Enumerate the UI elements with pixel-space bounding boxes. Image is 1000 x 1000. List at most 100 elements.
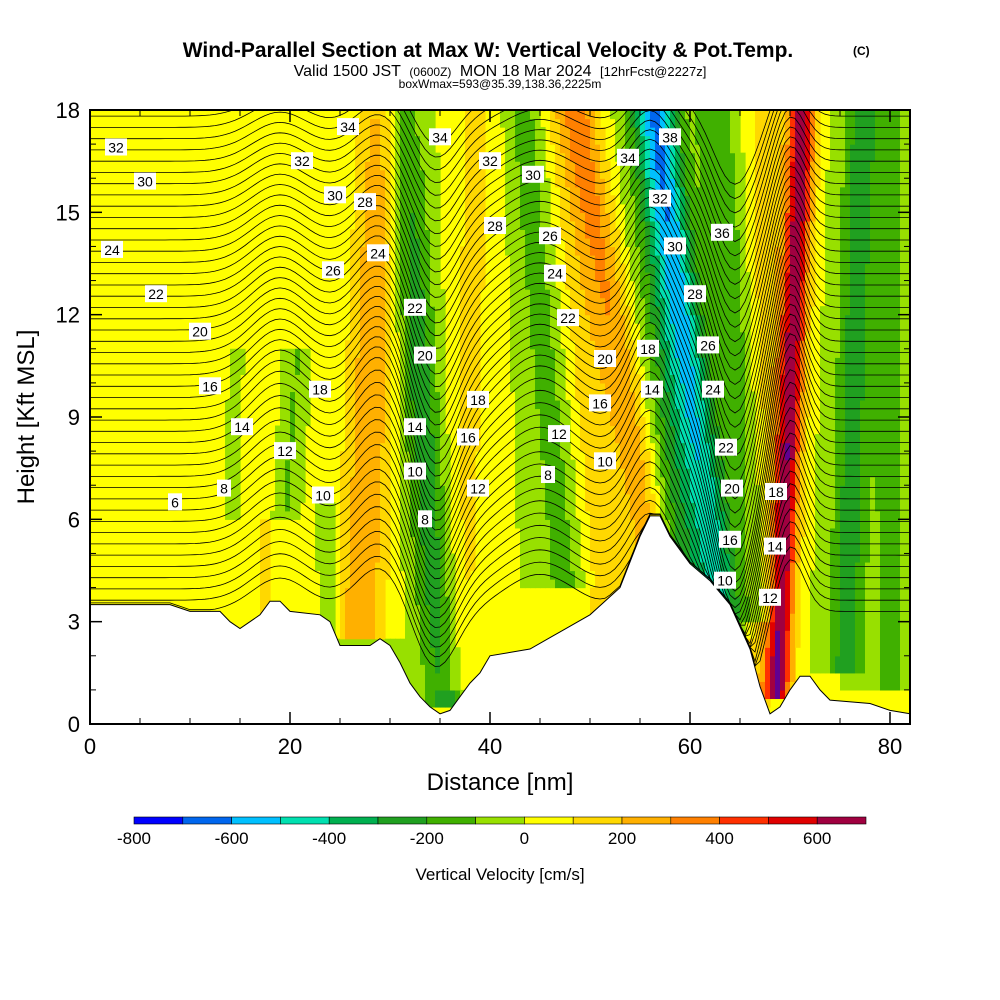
w-cell	[565, 399, 571, 520]
isentrope	[90, 206, 910, 400]
w-cell	[610, 246, 616, 427]
title-copyright: (C)	[853, 44, 870, 58]
w-cell	[420, 169, 426, 290]
w-cell	[870, 476, 876, 691]
contour-label-box	[354, 193, 376, 211]
contour-label-text: 8	[421, 511, 429, 527]
w-cell	[435, 672, 441, 691]
w-cell	[355, 357, 361, 640]
w-cell	[770, 655, 776, 700]
w-cell	[730, 110, 736, 154]
w-cell	[350, 229, 356, 478]
w-cell	[705, 110, 711, 350]
w-cell	[380, 110, 386, 171]
contour-label-text: 20	[724, 481, 740, 497]
contour-label-text: 10	[597, 453, 613, 469]
contour-label-box	[404, 418, 426, 436]
w-cell	[565, 519, 571, 589]
w-cell	[805, 169, 811, 222]
contour-label-text: 8	[220, 481, 228, 497]
contour-label-box	[715, 438, 737, 456]
contour-label-box	[759, 588, 781, 606]
w-cell	[815, 110, 821, 188]
y-tick-label: 9	[68, 405, 80, 430]
w-cell	[805, 220, 811, 273]
contour-label-text: 26	[700, 337, 716, 353]
w-cell	[695, 459, 701, 529]
isentrope	[90, 474, 910, 645]
contour-label: 10	[404, 462, 426, 480]
w-cell	[400, 314, 406, 572]
colorbar-tick-label: -800	[117, 829, 151, 848]
w-cell	[415, 135, 421, 239]
w-cell	[290, 391, 296, 444]
w-cell	[840, 485, 846, 674]
w-cell	[300, 348, 306, 503]
w-cell	[590, 254, 596, 341]
w-cell	[695, 357, 701, 418]
w-cell	[850, 672, 856, 691]
contour-label-text: 22	[560, 310, 576, 326]
w-cell	[745, 596, 751, 623]
colorbar-swatch	[426, 816, 476, 825]
w-cell	[875, 110, 881, 512]
colorbar-swatch	[377, 816, 428, 825]
contour-label: 20	[189, 322, 211, 340]
contour-label-text: 32	[482, 153, 498, 169]
w-cell	[650, 323, 656, 393]
contour-label: 18	[637, 339, 659, 357]
contour-label: 30	[522, 165, 544, 183]
w-cell	[595, 357, 601, 657]
contour-label-text: 24	[705, 382, 721, 398]
isentrope	[90, 235, 910, 443]
w-cell	[425, 604, 431, 708]
contour-label-box	[664, 237, 686, 255]
w-cell	[805, 272, 811, 333]
contour-label-text: 28	[487, 218, 503, 234]
contour-label-text: 18	[640, 341, 656, 357]
contour-label-text: 6	[171, 494, 179, 510]
w-cell	[625, 306, 631, 350]
w-cell	[285, 348, 291, 461]
isentrope	[90, 283, 910, 514]
w-cell	[655, 434, 661, 486]
w-cell	[645, 272, 651, 350]
w-cell	[575, 110, 581, 188]
w-cell	[510, 110, 516, 393]
w-cell	[560, 348, 566, 461]
w-cell	[450, 689, 456, 708]
isentrope	[90, 110, 910, 214]
w-cell	[655, 365, 661, 435]
w-cell	[890, 110, 896, 691]
contour-label: 28	[684, 285, 706, 303]
contour-label: 14	[641, 380, 663, 398]
contour-label-box	[467, 390, 489, 408]
contour-label: 30	[134, 172, 156, 190]
w-cell	[685, 527, 691, 589]
contour-label-box	[684, 285, 706, 303]
contour-label-text: 18	[768, 484, 784, 500]
w-cell	[630, 195, 636, 282]
w-cell	[480, 110, 486, 290]
w-cell	[670, 502, 676, 563]
w-cell	[475, 110, 481, 452]
w-cell	[905, 110, 910, 691]
w-cell	[675, 186, 681, 222]
w-cell	[640, 459, 646, 572]
w-cell	[735, 596, 741, 623]
isentrope	[90, 512, 910, 653]
w-cell	[430, 306, 436, 435]
y-tick-label: 0	[68, 712, 80, 737]
w-cell	[355, 118, 361, 358]
contour-label-text: 26	[542, 228, 558, 244]
w-cell	[705, 391, 711, 444]
contour-label-box	[217, 479, 231, 497]
w-cell	[780, 689, 786, 700]
w-cell	[560, 152, 566, 239]
w-cell	[420, 110, 426, 171]
contour-label-text: 38	[662, 129, 678, 145]
w-cell	[610, 110, 616, 120]
w-cell	[570, 570, 576, 589]
w-cell	[670, 374, 676, 427]
w-cell	[645, 348, 651, 410]
